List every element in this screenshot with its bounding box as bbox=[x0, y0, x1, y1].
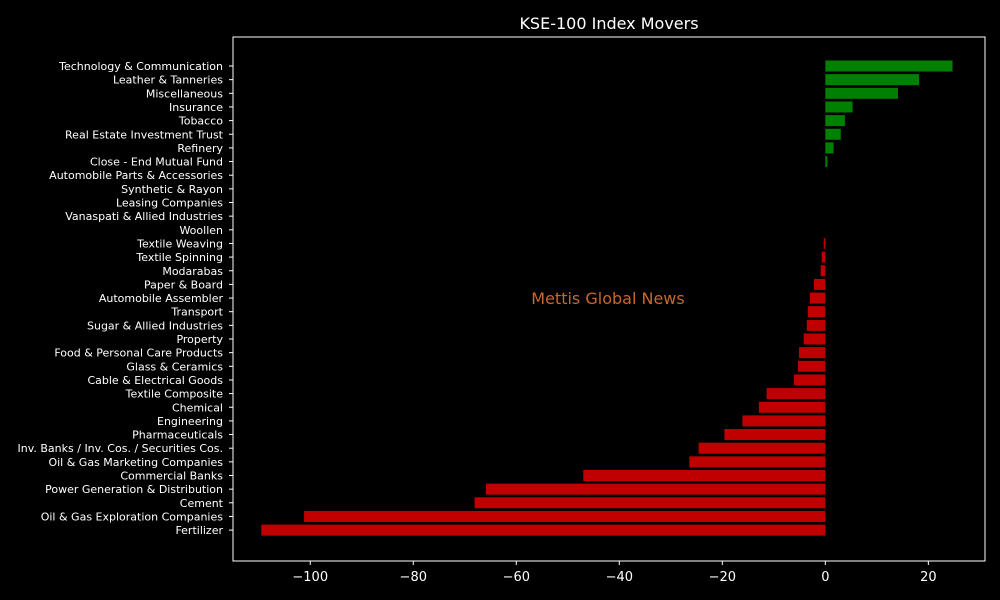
bar bbox=[825, 60, 953, 72]
bar bbox=[820, 265, 826, 277]
bar bbox=[821, 251, 826, 263]
category-label: Paper & Board bbox=[144, 278, 223, 291]
x-tick-label: 20 bbox=[920, 570, 937, 585]
bar bbox=[809, 292, 826, 304]
bar bbox=[825, 87, 898, 99]
category-label: Inv. Banks / Inv. Cos. / Securities Cos. bbox=[18, 442, 223, 455]
category-label: Leasing Companies bbox=[116, 197, 223, 210]
category-label: Technology & Communication bbox=[58, 60, 223, 73]
bar bbox=[803, 333, 826, 345]
category-label: Cement bbox=[180, 497, 224, 510]
category-label: Cable & Electrical Goods bbox=[87, 374, 223, 387]
bar bbox=[825, 101, 853, 113]
x-tick-label: −80 bbox=[400, 570, 427, 585]
bar bbox=[742, 415, 826, 427]
bar bbox=[825, 115, 845, 127]
bar bbox=[825, 142, 834, 154]
category-label: Modarabas bbox=[162, 265, 223, 278]
category-label: Glass & Ceramics bbox=[126, 360, 223, 373]
bar bbox=[793, 374, 826, 386]
x-tick-label: −20 bbox=[709, 570, 736, 585]
category-label: Real Estate Investment Trust bbox=[65, 128, 224, 141]
x-tick-label: −40 bbox=[606, 570, 633, 585]
category-label: Oil & Gas Marketing Companies bbox=[48, 456, 223, 469]
chart-title: KSE-100 Index Movers bbox=[519, 14, 698, 33]
bar bbox=[698, 442, 826, 454]
category-label: Automobile Assembler bbox=[99, 292, 224, 305]
bar bbox=[304, 510, 826, 522]
category-label: Food & Personal Care Products bbox=[54, 347, 223, 360]
bar bbox=[474, 497, 826, 509]
bar bbox=[813, 278, 826, 290]
bar bbox=[799, 347, 826, 359]
category-label: Woollen bbox=[179, 224, 223, 237]
bars-group bbox=[261, 60, 953, 536]
bar bbox=[766, 388, 826, 400]
category-label: Engineering bbox=[157, 415, 223, 428]
bar bbox=[806, 319, 826, 331]
bar bbox=[807, 306, 826, 318]
category-label: Refinery bbox=[177, 142, 223, 155]
x-tick-label: −60 bbox=[503, 570, 530, 585]
category-label: Vanaspati & Allied Industries bbox=[65, 210, 223, 223]
category-label: Property bbox=[176, 333, 223, 346]
category-label: Pharmaceuticals bbox=[132, 429, 223, 442]
category-label: Fertilizer bbox=[175, 524, 223, 537]
bar bbox=[823, 237, 826, 249]
category-label: Close - End Mutual Fund bbox=[90, 156, 223, 169]
bar bbox=[689, 456, 826, 468]
bar bbox=[825, 156, 828, 168]
category-label: Synthetic & Rayon bbox=[121, 183, 223, 196]
category-label: Textile Weaving bbox=[136, 237, 223, 250]
bar bbox=[724, 429, 826, 441]
category-label: Textile Spinning bbox=[135, 251, 223, 264]
category-label: Textile Composite bbox=[125, 388, 224, 401]
watermark: Mettis Global News bbox=[531, 289, 684, 308]
category-label: Transport bbox=[170, 306, 223, 319]
category-label: Power Generation & Distribution bbox=[45, 483, 223, 496]
category-label: Sugar & Allied Industries bbox=[87, 319, 223, 332]
category-label: Oil & Gas Exploration Companies bbox=[41, 510, 224, 523]
bar bbox=[261, 524, 826, 536]
category-label: Chemical bbox=[172, 401, 223, 414]
bar bbox=[758, 401, 826, 413]
category-label: Automobile Parts & Accessories bbox=[49, 169, 223, 182]
category-label: Insurance bbox=[169, 101, 223, 114]
bar bbox=[825, 74, 920, 86]
category-label: Commercial Banks bbox=[120, 470, 223, 483]
x-tick-label: 0 bbox=[821, 570, 829, 585]
category-label: Tobacco bbox=[178, 115, 223, 128]
plot-frame bbox=[232, 36, 986, 562]
bar bbox=[485, 483, 826, 495]
bar bbox=[583, 470, 826, 481]
bar bbox=[825, 128, 841, 140]
category-label: Leather & Tanneries bbox=[113, 74, 223, 87]
bar bbox=[798, 360, 826, 372]
category-label: Miscellaneous bbox=[146, 87, 223, 100]
x-tick-label: −100 bbox=[292, 570, 328, 585]
x-axis-ticks: −100 −80 −60 −40 −20 0 20 bbox=[292, 561, 937, 585]
